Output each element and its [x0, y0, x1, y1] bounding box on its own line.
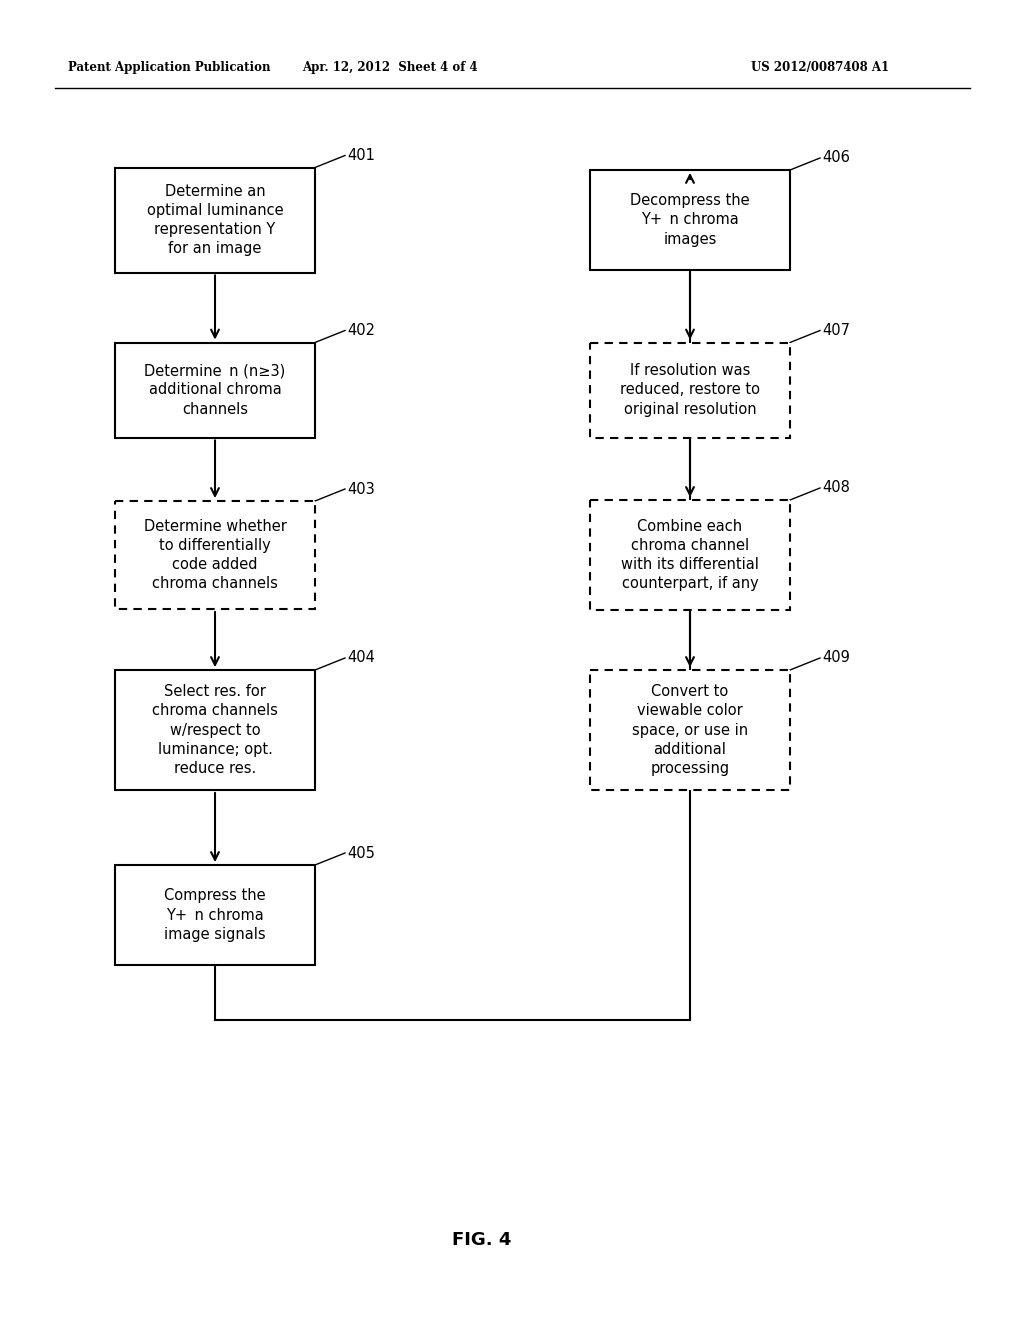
Bar [115, 671, 315, 789]
Bar [115, 342, 315, 437]
Text: Convert to
viewable color
space, or use in
additional
processing: Convert to viewable color space, or use … [632, 684, 749, 776]
Text: Determine whether
to differentially
code added
chroma channels: Determine whether to differentially code… [143, 519, 287, 591]
Text: 401: 401 [347, 148, 375, 162]
Text: 406: 406 [822, 150, 850, 165]
Text: Decompress the
Y+  n chroma
images: Decompress the Y+ n chroma images [630, 193, 750, 247]
Bar [115, 865, 315, 965]
Text: Patent Application Publication: Patent Application Publication [68, 62, 270, 74]
Bar [590, 170, 790, 271]
Bar [590, 342, 790, 437]
Text: Select res. for
chroma channels
w/respect to
luminance; opt.
reduce res.: Select res. for chroma channels w/respec… [152, 684, 278, 776]
Bar [590, 671, 790, 789]
Text: 408: 408 [822, 480, 850, 495]
Text: If resolution was
reduced, restore to
original resolution: If resolution was reduced, restore to or… [620, 363, 760, 417]
Text: Apr. 12, 2012  Sheet 4 of 4: Apr. 12, 2012 Sheet 4 of 4 [302, 62, 478, 74]
Text: 403: 403 [347, 482, 375, 496]
Text: 402: 402 [347, 323, 375, 338]
Text: 405: 405 [347, 846, 375, 861]
Bar [115, 168, 315, 272]
Text: Compress the
Y+  n chroma
image signals: Compress the Y+ n chroma image signals [164, 888, 266, 941]
Text: Determine  n (n≥3)
additional chroma
channels: Determine n (n≥3) additional chroma chan… [144, 363, 286, 417]
Text: US 2012/0087408 A1: US 2012/0087408 A1 [751, 62, 889, 74]
Bar [115, 502, 315, 609]
Text: Combine each
chroma channel
with its differential
counterpart, if any: Combine each chroma channel with its dif… [622, 519, 759, 591]
Bar [590, 500, 790, 610]
Text: 404: 404 [347, 651, 375, 665]
Text: 409: 409 [822, 651, 850, 665]
Text: Determine an
optimal luminance
representation Y
for an image: Determine an optimal luminance represent… [146, 183, 284, 256]
Text: FIG. 4: FIG. 4 [453, 1232, 512, 1249]
Text: 407: 407 [822, 323, 850, 338]
